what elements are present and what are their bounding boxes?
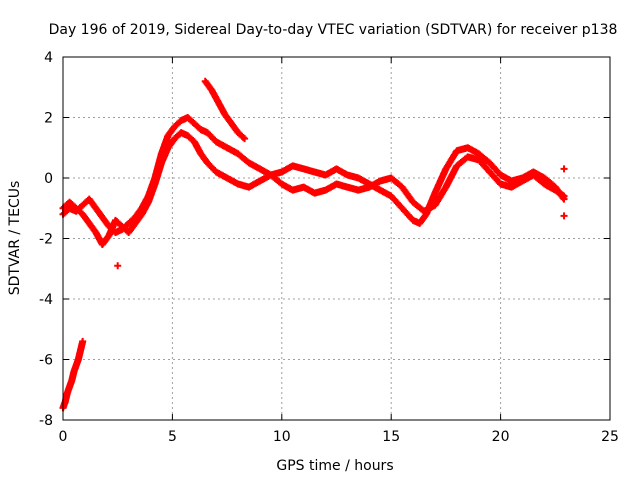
x-tick-label: 20: [492, 429, 510, 445]
x-tick-label: 5: [168, 429, 177, 445]
chart-title: Day 196 of 2019, Sidereal Day-to-day VTE…: [49, 22, 618, 38]
y-tick-label: -6: [39, 353, 53, 369]
y-tick-label: 0: [44, 171, 53, 187]
x-tick-label: 25: [601, 429, 619, 445]
y-tick-label: -4: [39, 292, 53, 308]
data-points: [59, 77, 568, 412]
axis-ticks: 0 5 10 15 20 25 -8 -6 -4 -2 0 2 4: [39, 50, 619, 445]
y-tick-label: 2: [44, 111, 53, 127]
x-tick-label: 15: [382, 429, 400, 445]
data-point: [560, 165, 568, 173]
x-tick-label: 0: [59, 429, 68, 445]
x-axis-label: GPS time / hours: [276, 458, 393, 474]
x-tick-label: 10: [273, 429, 291, 445]
y-tick-label: -8: [39, 413, 53, 429]
data-point: [560, 192, 568, 200]
y-axis-label: SDTVAR / TECUs: [7, 181, 23, 296]
plot-frame: [62, 56, 611, 421]
data-point: [560, 212, 568, 220]
data-point: [241, 135, 249, 143]
y-tick-label: 4: [44, 50, 53, 66]
grid-lines: [63, 57, 610, 420]
data-point: [79, 337, 87, 345]
data-point: [114, 262, 122, 270]
y-tick-label: -2: [39, 232, 53, 248]
data-point: [239, 133, 247, 141]
